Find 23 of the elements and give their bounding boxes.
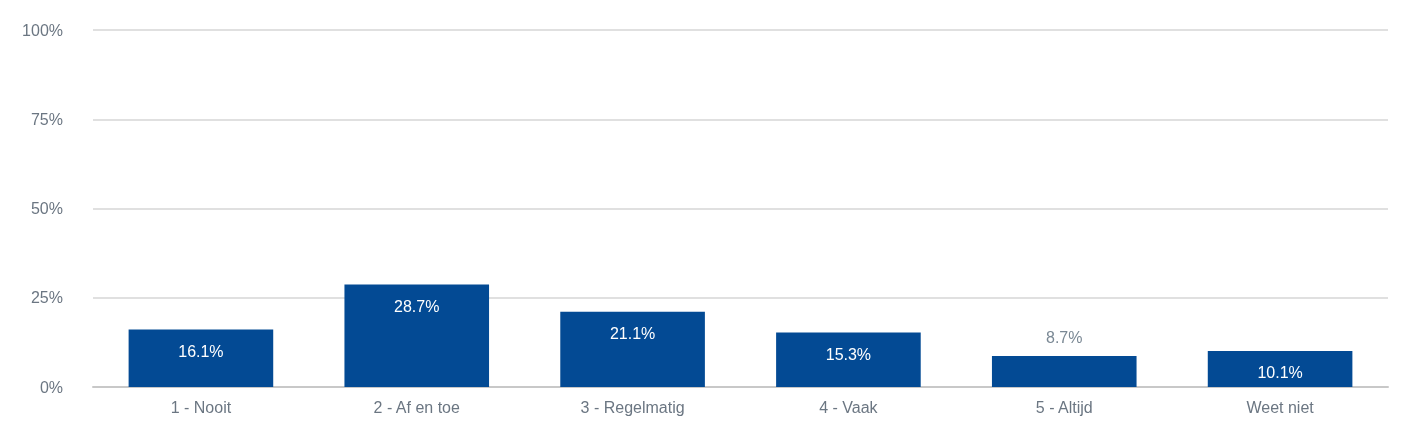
- x-tick-label: 3 - Regelmatig: [580, 398, 685, 416]
- data-label: 16.1%: [178, 343, 224, 361]
- data-label: 21.1%: [609, 325, 656, 343]
- data-label: 15.3%: [825, 345, 872, 363]
- bar: [1207, 350, 1353, 387]
- bar: [991, 355, 1137, 387]
- y-tick-label: 0%: [39, 378, 63, 396]
- y-tick-label: 75%: [30, 110, 63, 128]
- data-label: 8.7%: [1046, 329, 1083, 347]
- bar: [560, 311, 705, 387]
- x-tick-label: 2 - Af en toe: [373, 398, 460, 416]
- x-tick-label: 1 - Nooit: [170, 398, 232, 416]
- x-tick-label: 5 - Altijd: [1035, 398, 1093, 416]
- y-tick-label: 50%: [30, 200, 63, 217]
- x-tick-label: Weet niet: [1246, 398, 1315, 416]
- x-tick-label: 4 - Vaak: [819, 398, 879, 416]
- data-label: 10.1%: [1257, 364, 1303, 382]
- bar: [776, 332, 921, 387]
- bar: [128, 329, 274, 387]
- data-label: 28.7%: [394, 298, 440, 316]
- bar: [344, 284, 490, 387]
- y-tick-label: 100%: [22, 21, 63, 39]
- y-tick-label: 25%: [30, 289, 63, 307]
